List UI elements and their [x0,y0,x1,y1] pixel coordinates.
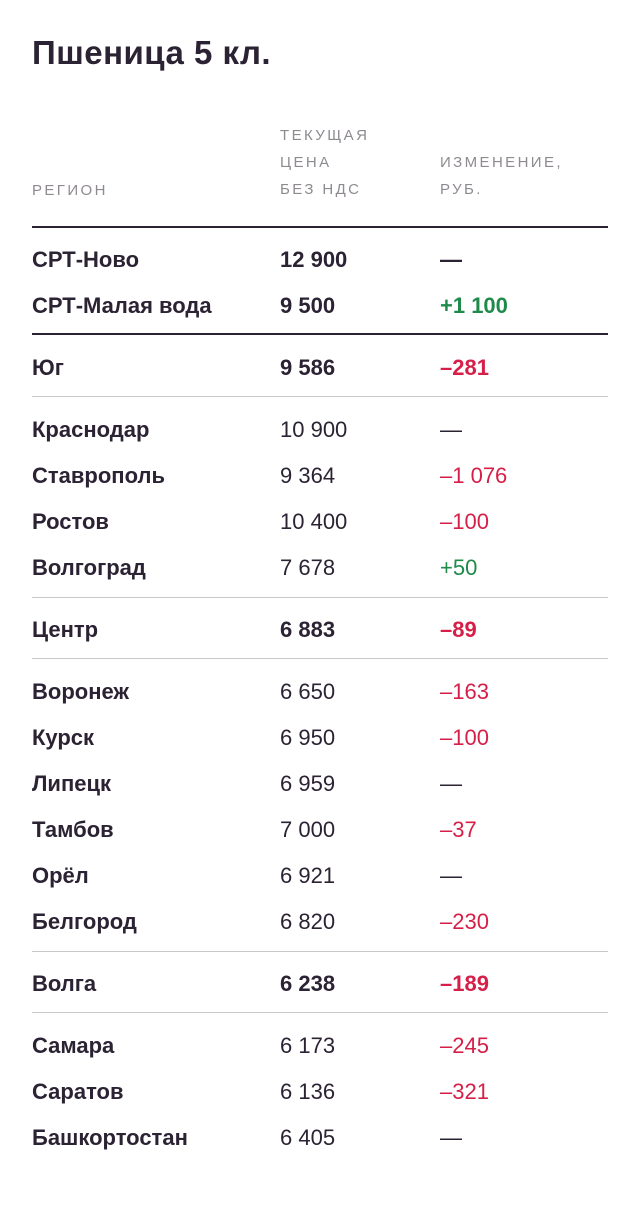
table-row: СРТ-Малая вода 9 500 +1 100 [32,291,608,321]
table-row: Центр 6 883 –89 [32,615,608,645]
table-row: Ростов 10 400 –100 [32,507,608,537]
table-row: Краснодар 10 900 — [32,415,608,445]
price-cell: 6 650 [280,679,336,704]
change-cell: –89 [440,617,477,642]
change-cell: –100 [440,725,489,750]
change-cell: –1 076 [440,463,508,488]
region-name-cell: Белгород [32,909,137,934]
region-name-cell: Башкортостан [32,1125,188,1150]
region-name-cell: Орёл [32,863,89,888]
table-row: Орёл 6 921 — [32,861,608,891]
region-name-cell: Воронеж [32,679,130,704]
column-header-price-line: ЦЕНА [280,154,332,171]
price-cell: 12 900 [280,247,348,272]
change-cell: +50 [440,555,478,580]
region-name-cell: Самара [32,1033,115,1058]
table-row: Саратов 6 136 –321 [32,1077,608,1107]
region-name-cell: Курск [32,725,95,750]
price-cell: 6 238 [280,971,336,996]
change-cell: — [440,417,462,442]
change-cell: –245 [440,1033,489,1058]
price-cell: 6 959 [280,771,336,796]
price-cell: 7 000 [280,817,336,842]
price-cell: 6 883 [280,617,336,642]
region-name-cell: Липецк [32,771,112,796]
table-divider [32,951,608,952]
region-name-cell: Волгоград [32,555,146,580]
region-name-cell: Тамбов [32,817,114,842]
column-header-region: РЕГИОН [32,177,108,204]
table-row: Самара 6 173 –245 [32,1031,608,1061]
table-divider [32,1012,608,1013]
price-cell: 10 400 [280,509,348,534]
price-cell: 6 173 [280,1033,336,1058]
column-header-change-line: ИЗМЕНЕНИЕ, [440,154,563,171]
table-row: Волга 6 238 –189 [32,969,608,999]
table-divider [32,658,608,659]
change-cell: –163 [440,679,489,704]
column-header-price-line: БЕЗ НДС [280,181,362,198]
table-divider [32,226,608,228]
table-row: Волгоград 7 678 +50 [32,553,608,583]
region-name-cell: Юг [32,355,64,380]
table-divider [32,597,608,598]
price-cell: 6 405 [280,1125,336,1150]
region-name-cell: Волга [32,971,97,996]
column-header-region-label: РЕГИОН [32,182,108,199]
region-name-cell: СРТ-Малая вода [32,293,212,318]
column-header-price: ТЕКУЩАЯ ЦЕНА БЕЗ НДС [280,122,410,203]
change-cell: –321 [440,1079,489,1104]
price-cell: 6 950 [280,725,336,750]
change-cell: –281 [440,355,489,380]
price-cell: 9 586 [280,355,336,380]
table-row: СРТ-Ново 12 900 — [32,245,608,275]
change-cell: — [440,247,462,272]
change-cell: –230 [440,909,489,934]
table-row: Курск 6 950 –100 [32,723,608,753]
change-cell: –37 [440,817,477,842]
region-name-cell: Центр [32,617,99,642]
price-cell: 9 364 [280,463,336,488]
region-name-cell: Ростов [32,509,109,534]
change-cell: +1 100 [440,293,508,318]
price-cell: 7 678 [280,555,336,580]
region-name-cell: Ставрополь [32,463,165,488]
price-cell: 6 136 [280,1079,336,1104]
price-cell: 9 500 [280,293,336,318]
table-row: Воронеж 6 650 –163 [32,677,608,707]
page-title: Пшеница 5 кл. [32,34,272,71]
change-cell: –100 [440,509,489,534]
table-row: Тамбов 7 000 –37 [32,815,608,845]
change-cell: — [440,863,462,888]
region-name-cell: Саратов [32,1079,124,1104]
price-cell: 10 900 [280,417,348,442]
table-row: Липецк 6 959 — [32,769,608,799]
change-cell: — [440,1125,462,1150]
region-name-cell: СРТ-Ново [32,247,140,272]
region-name-cell: Краснодар [32,417,150,442]
table-row: Белгород 6 820 –230 [32,907,608,937]
table-row: Башкортостан 6 405 — [32,1123,608,1153]
table-divider [32,333,608,335]
price-cell: 6 820 [280,909,336,934]
table-row: Юг 9 586 –281 [32,353,608,383]
change-cell: — [440,771,462,796]
table-row: Ставрополь 9 364 –1 076 [32,461,608,491]
change-cell: –189 [440,971,489,996]
column-header-price-line: ТЕКУЩАЯ [280,127,370,144]
column-header-change-line: РУБ. [440,181,483,198]
column-header-change: ИЗМЕНЕНИЕ, РУБ. [440,149,610,203]
table-divider [32,396,608,397]
price-cell: 6 921 [280,863,336,888]
